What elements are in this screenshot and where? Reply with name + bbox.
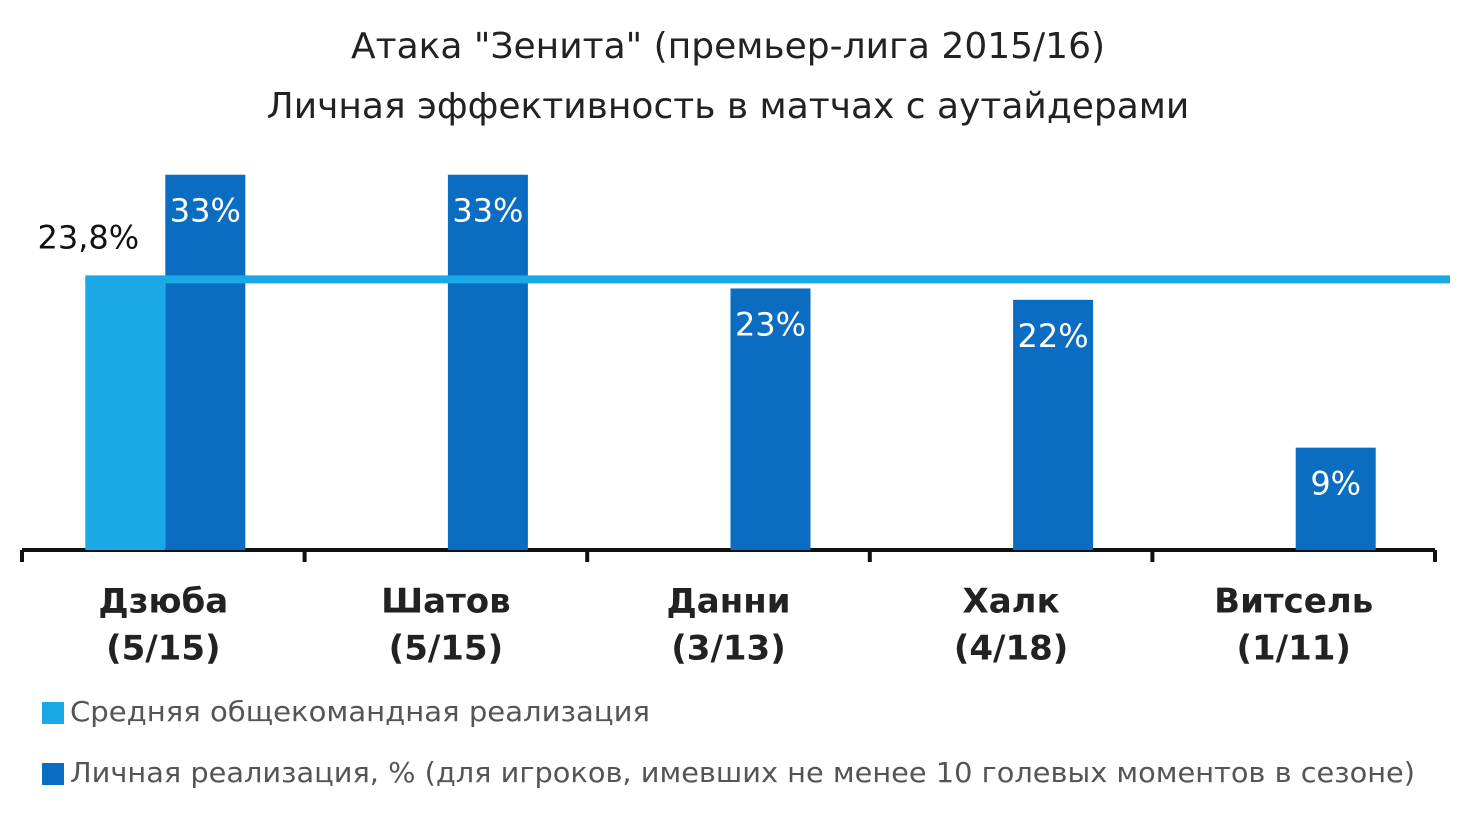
x-tick-label: Данни [666,582,790,622]
value-label: 33% [170,192,241,230]
value-label: 23,8% [37,218,139,256]
legend-label: Личная реализация, % (для игроков, имевш… [70,756,1415,789]
legend-label: Средняя общекомандная реализация [70,695,650,728]
value-label: 22% [1018,317,1089,355]
value-label: 23% [735,305,806,343]
x-tick-label: (5/15) [389,629,503,669]
chart-subtitle: Личная эффективность в матчах с аутайдер… [267,86,1190,127]
value-label: 9% [1310,465,1361,503]
x-tick-label: (1/11) [1236,629,1350,669]
chart-title: Атака "Зенита" (премьер-лига 2015/16) [351,26,1105,67]
legend-swatch [42,763,64,785]
bar [447,174,528,550]
bar [1013,299,1094,550]
x-tick-label: Дзюба [98,582,228,622]
bar [730,288,811,550]
x-tick-label: (3/13) [671,629,785,669]
x-tick-label: (5/15) [106,629,220,669]
bar [85,279,166,550]
legend-swatch [42,702,64,724]
x-tick-label: Шатов [381,582,511,622]
bar [165,174,246,550]
x-tick-label: Халк [963,582,1060,622]
x-tick-label: Витсель [1214,582,1373,622]
value-label: 33% [452,192,523,230]
bar [1295,447,1376,550]
x-tick-label: (4/18) [954,629,1068,669]
